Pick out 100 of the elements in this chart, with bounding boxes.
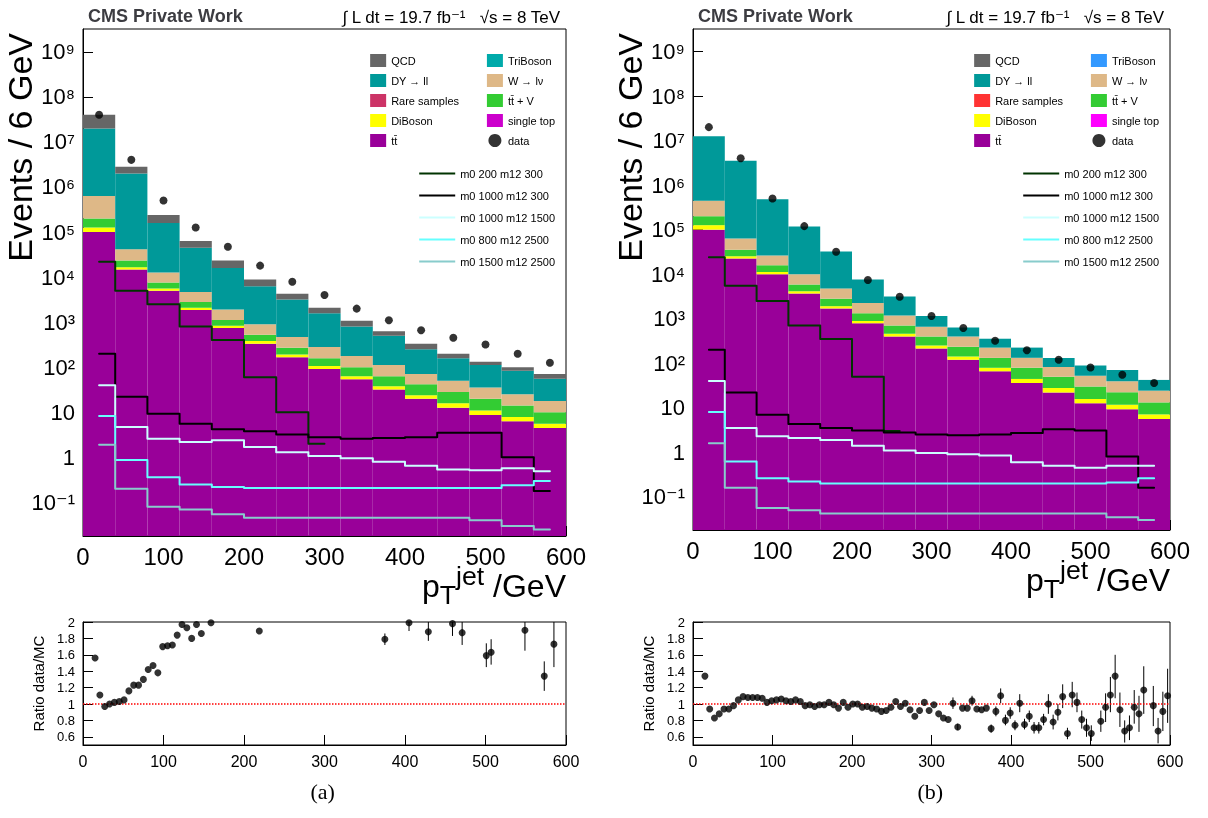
y-tick-label: 10 — [50, 399, 75, 425]
legend-label: DiBoson — [995, 114, 1037, 127]
bar — [211, 319, 244, 326]
x-tick-label: 0 — [78, 752, 88, 770]
y-tick-label: 1 — [672, 439, 685, 465]
point — [768, 194, 777, 203]
legend-label: m0 1500 m12 2500 — [1064, 255, 1160, 268]
bar — [405, 343, 438, 350]
bar — [915, 316, 948, 327]
legend-label: m0 200 m12 300 — [460, 167, 543, 180]
bar — [979, 347, 1011, 358]
x-tick-label: 200 — [230, 752, 258, 770]
bar — [756, 265, 789, 272]
bar — [820, 298, 852, 307]
bar — [469, 361, 502, 365]
legend-label: m0 800 m12 2500 — [460, 233, 549, 246]
point — [545, 358, 554, 367]
legend-label: m0 800 m12 2500 — [1064, 233, 1153, 246]
y-tick-label: 10³ — [653, 306, 685, 332]
bar — [693, 225, 725, 230]
x-tick-label: 300 — [304, 542, 345, 570]
legend-label: single top — [1111, 114, 1160, 127]
bar — [724, 249, 757, 257]
legend-label: TriBoson — [1111, 54, 1156, 67]
x-tick-label: 600 — [545, 542, 587, 570]
point — [405, 619, 413, 627]
bar — [501, 367, 534, 371]
point — [352, 304, 361, 313]
bar — [147, 288, 180, 291]
bar — [437, 403, 470, 408]
legend-label: m0 1500 m12 2500 — [460, 255, 556, 268]
bar — [340, 376, 373, 380]
bar — [693, 200, 725, 217]
legend-label: DY → ll — [391, 74, 429, 87]
point — [154, 669, 162, 677]
y-tick-label: 1.6 — [56, 647, 75, 663]
point — [223, 242, 232, 251]
point — [895, 292, 904, 301]
point — [256, 261, 265, 270]
y-tick-label: 10² — [43, 354, 75, 380]
x-tick-label: 100 — [143, 542, 184, 570]
point — [482, 652, 490, 660]
y-tick-label: 10⁻¹ — [31, 489, 75, 515]
legend-label: tt̄ + V — [1111, 94, 1139, 107]
y-tick-label: 10⁷ — [42, 129, 76, 155]
y-tick-label: 10⁶ — [41, 174, 75, 200]
bar — [469, 410, 502, 416]
point — [197, 629, 205, 637]
bar — [533, 423, 566, 428]
legend-label: DY → ll — [995, 74, 1033, 87]
bar — [372, 386, 405, 390]
bar — [947, 346, 980, 357]
bar — [244, 279, 277, 287]
bar — [1042, 387, 1075, 393]
x-tick-label: 0 — [688, 752, 698, 770]
bar — [883, 325, 916, 334]
legend-label: tt̄ + V — [507, 94, 535, 107]
text: (b) — [917, 778, 944, 804]
point — [144, 666, 152, 674]
y-tick-label: 10³ — [43, 309, 75, 335]
legend-label: single top — [507, 114, 556, 127]
bar — [852, 320, 884, 324]
bar — [947, 327, 980, 337]
point — [481, 340, 490, 349]
bar — [308, 307, 341, 314]
point — [139, 675, 147, 683]
x-tick-label: 0 — [686, 536, 700, 564]
y-tick-label: 0.6 — [666, 729, 685, 745]
bar — [533, 373, 566, 379]
y-tick-label: 10⁹ — [651, 39, 685, 64]
point — [487, 648, 495, 656]
x-tick-label: 300 — [311, 752, 338, 770]
legend-label: DiBoson — [391, 114, 433, 127]
y-tick-label: 1 — [62, 444, 75, 470]
point — [832, 247, 841, 256]
point — [449, 620, 456, 628]
point — [127, 155, 136, 164]
bar — [947, 336, 980, 347]
bar — [788, 274, 821, 285]
point — [384, 316, 393, 325]
point — [417, 326, 426, 335]
bar — [915, 345, 948, 349]
y-tick-label: 1.8 — [56, 630, 75, 646]
x-tick-label: 100 — [759, 752, 786, 770]
y-tick-label: 0.6 — [56, 729, 75, 745]
x-tick-label: 300 — [911, 536, 952, 564]
bar — [276, 347, 309, 355]
bar — [820, 288, 852, 299]
point — [424, 628, 432, 636]
point — [95, 110, 104, 119]
y-tick-label: 1 — [677, 696, 685, 712]
bar — [405, 395, 438, 399]
y-axis-title: Ratio data/MC — [30, 635, 48, 732]
x-tick-label: 400 — [990, 536, 1032, 564]
bar — [883, 315, 916, 326]
chart-title: CMS Private Work — [88, 6, 244, 26]
x-tick-label: 200 — [223, 542, 265, 570]
legend-label: QCD — [391, 54, 416, 67]
y-tick-label: 1.4 — [56, 663, 75, 679]
y-tick-label: 10⁵ — [651, 217, 685, 243]
